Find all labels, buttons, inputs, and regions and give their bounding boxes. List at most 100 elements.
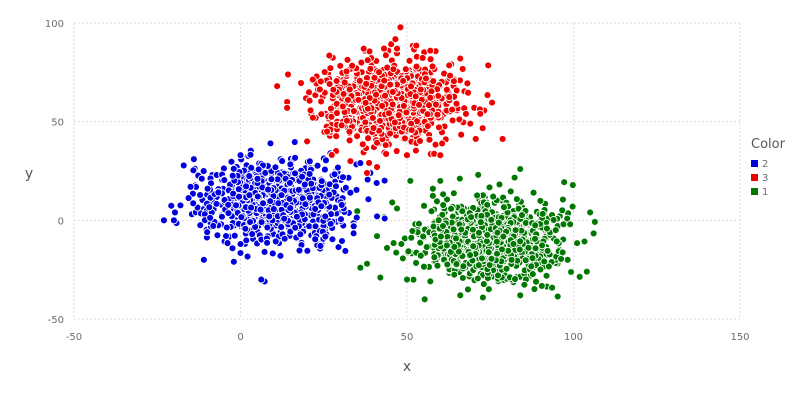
- data-point: [452, 260, 461, 269]
- data-point: [418, 53, 427, 62]
- data-point: [430, 253, 439, 262]
- data-point: [276, 251, 285, 260]
- data-point: [169, 216, 178, 225]
- data-point: [186, 182, 195, 191]
- data-point: [558, 206, 567, 215]
- data-point: [236, 249, 245, 257]
- data-point: [506, 187, 515, 196]
- data-point: [337, 121, 346, 130]
- data-point: [321, 212, 330, 221]
- data-point: [242, 236, 251, 245]
- data-point: [422, 74, 430, 83]
- data-point: [236, 240, 245, 248]
- data-point: [567, 268, 575, 276]
- data-point: [197, 174, 206, 183]
- data-point: [254, 165, 263, 174]
- data-point: [196, 191, 205, 199]
- data-point: [442, 241, 451, 250]
- data-point: [419, 262, 428, 271]
- y-tick-label: 0: [58, 216, 64, 227]
- data-point: [516, 165, 525, 173]
- y-tick-label: -50: [48, 315, 64, 326]
- data-point: [439, 222, 447, 230]
- data-point: [551, 226, 560, 235]
- data-point: [386, 80, 395, 89]
- data-point: [349, 229, 358, 238]
- data-point: [416, 85, 425, 94]
- data-point: [303, 246, 312, 255]
- data-point: [325, 190, 334, 199]
- data-point: [332, 182, 340, 191]
- data-point: [237, 213, 246, 222]
- data-point: [285, 179, 294, 187]
- data-point: [455, 115, 464, 124]
- data-point: [372, 179, 381, 187]
- series-2: [159, 138, 389, 286]
- data-point: [568, 181, 577, 190]
- data-point: [487, 215, 496, 224]
- data-point: [329, 85, 338, 94]
- data-point: [271, 163, 280, 172]
- data-point: [433, 261, 442, 270]
- data-point: [222, 232, 230, 240]
- data-point: [499, 232, 508, 241]
- data-point: [325, 51, 334, 60]
- data-point: [259, 199, 267, 208]
- data-point: [246, 150, 255, 159]
- data-point: [566, 220, 575, 229]
- data-point: [582, 267, 591, 276]
- data-point: [449, 225, 458, 234]
- data-point: [416, 137, 424, 145]
- data-point: [269, 205, 278, 214]
- data-point: [399, 101, 408, 110]
- data-point: [408, 227, 417, 235]
- data-point: [228, 171, 237, 180]
- data-point: [520, 280, 529, 289]
- data-point: [510, 173, 519, 182]
- data-point: [236, 151, 245, 160]
- data-point: [458, 274, 467, 282]
- data-point: [307, 179, 316, 188]
- data-point: [376, 273, 385, 282]
- data-point: [563, 255, 572, 264]
- data-point: [445, 61, 454, 70]
- data-point: [214, 188, 223, 197]
- data-point: [341, 183, 350, 192]
- y-tick-label: 50: [51, 118, 64, 129]
- data-point: [316, 242, 325, 250]
- data-point: [452, 234, 460, 243]
- data-point: [328, 235, 337, 244]
- data-point: [203, 228, 212, 237]
- data-point: [373, 163, 381, 172]
- data-point: [306, 106, 315, 115]
- data-point: [431, 140, 440, 149]
- data-point: [189, 155, 198, 164]
- data-point: [176, 201, 185, 210]
- data-point: [230, 231, 239, 240]
- data-point: [426, 46, 435, 55]
- data-point: [586, 208, 595, 217]
- data-point: [515, 245, 524, 254]
- data-point: [402, 108, 411, 117]
- data-point: [365, 158, 374, 167]
- legend-label-2: 2: [762, 159, 768, 170]
- data-point: [274, 199, 283, 208]
- data-point: [426, 277, 435, 286]
- data-point: [426, 93, 435, 102]
- data-point: [532, 277, 540, 286]
- data-point: [247, 203, 256, 212]
- data-point: [370, 73, 379, 82]
- data-point: [483, 91, 492, 100]
- data-point: [478, 293, 487, 302]
- data-point: [343, 55, 352, 64]
- data-point: [543, 246, 552, 255]
- data-point: [457, 225, 466, 234]
- legend: Color 2 3 1: [751, 137, 786, 198]
- data-point: [199, 255, 208, 264]
- data-point: [245, 172, 254, 180]
- data-point: [462, 109, 470, 118]
- data-point: [458, 207, 467, 216]
- data-point: [439, 190, 448, 199]
- data-point: [253, 174, 262, 183]
